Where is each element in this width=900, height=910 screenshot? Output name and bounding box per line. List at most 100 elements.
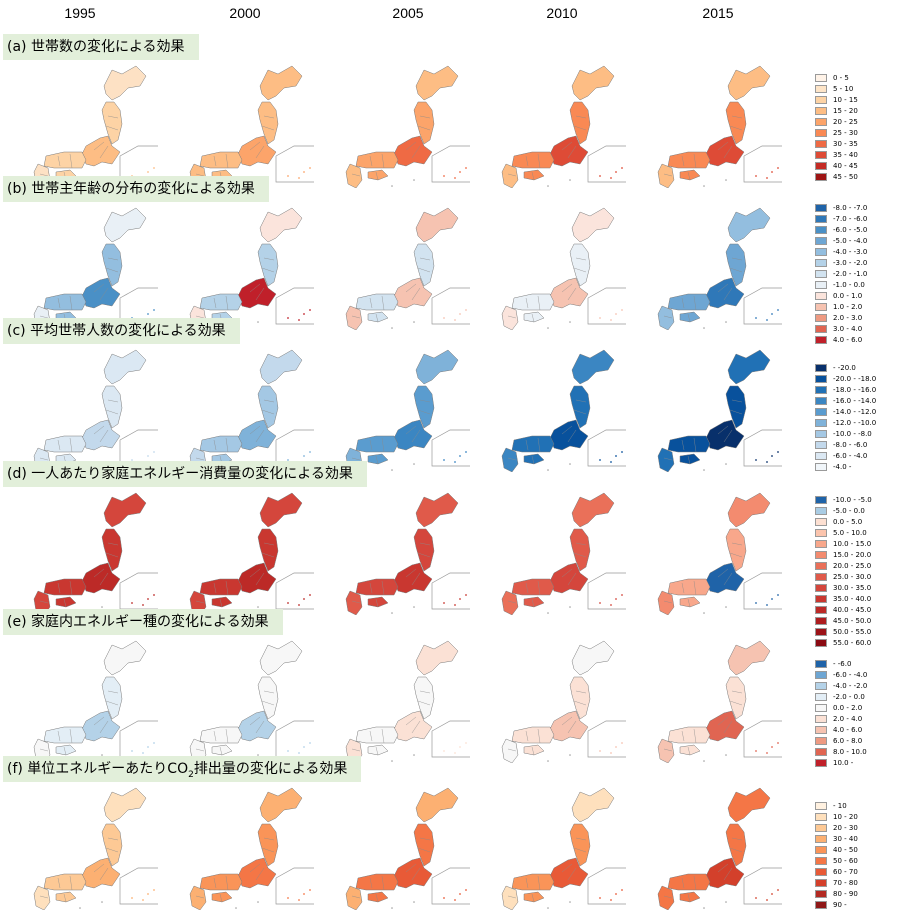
legend-item: -4.0 - [815,461,876,472]
japan-map-a-2015 [657,65,782,188]
kansai-chugoku-region [199,578,243,596]
prefecture-border [405,283,417,293]
legend-label: - 10 [833,801,847,810]
legend-label: 35 - 40 [833,150,858,159]
legend-label: 40 - 50 [833,845,858,854]
legend-label: 8.0 - 10.0 [833,747,867,756]
inset-island [303,893,305,895]
map-row-a [0,60,800,188]
legend-label: -6.0 - -5.0 [833,225,868,234]
inset-island [610,604,612,606]
kansai-chugoku-region [43,873,87,891]
kansai-chugoku-region [43,151,87,169]
legend-swatch [815,495,827,504]
legend-label: 10.0 - 15.0 [833,539,872,548]
inset-frame [431,731,470,758]
shikoku-region [523,744,545,756]
tohoku-region [413,528,435,572]
prefecture-border [723,145,733,159]
prefecture-border [417,847,431,853]
japan-map-d-2015 [657,492,782,615]
inset-island [147,455,149,457]
prefecture-border [39,600,49,604]
small-island [569,606,571,608]
hokkaido-region [727,492,771,528]
hokkaido-region [415,640,459,676]
inset-island [287,602,289,604]
prefecture-border [411,867,421,881]
prefecture-border [225,728,229,744]
prefecture-border [405,425,417,435]
japan-map-a-2005 [345,65,470,188]
prefecture-border [687,171,691,181]
inset-island [459,746,461,748]
prefecture-border [693,580,697,596]
legend-swatch [815,335,827,344]
year-header-2015: 2015 [702,5,734,21]
small-island [569,754,571,756]
prefecture-border [531,598,535,608]
small-island [235,907,237,909]
inset-island [766,752,768,754]
prefecture-border [717,568,729,578]
prefecture-border [729,847,743,853]
japan-map-a-2010 [501,65,626,188]
legend-item: -5.0 - 0.0 [815,505,872,516]
inset-island [621,742,623,744]
inset-island [142,752,144,754]
inset-island [465,889,467,891]
legend-item: -7.0 - -6.0 [815,213,867,224]
inset-frame-top [275,720,314,732]
legend-label: 50 - 60 [833,856,858,865]
kyushu-region [501,738,519,763]
prefecture-border [729,552,743,558]
legend-swatch [815,203,827,212]
inset-island [153,309,155,311]
small-island [725,901,727,903]
inset-frame [431,440,470,467]
prefecture-border [99,145,109,159]
legend-swatch [815,236,827,245]
legend-item: -4.0 - -3.0 [815,246,867,257]
prefecture-border [351,315,361,319]
hokkaido-region [259,640,303,676]
prefecture-border [575,690,587,694]
inset-island [454,177,456,179]
panel-title-e: (e) 家庭内エネルギー種の変化による効果 [3,609,283,635]
inset-island [309,889,311,891]
japan-map-c-2005 [345,349,470,472]
legend-label: 2.0 - 3.0 [833,313,863,322]
inset-island [287,897,289,899]
prefecture-border [195,315,205,319]
prefecture-border [419,399,431,403]
inset-frame [275,583,314,610]
prefecture-border [213,582,217,594]
inset-island [465,309,467,311]
kyushu-region [501,163,519,188]
prefecture-border [213,730,217,742]
small-island [569,321,571,323]
legend-item: 60 - 70 [815,866,858,877]
japan-map-b-2010 [501,207,626,330]
legend-swatch [815,429,827,438]
prefecture-border [369,582,373,594]
prefecture-border [537,728,541,744]
prefecture-border [567,572,577,586]
legend-label: 30.0 - 35.0 [833,583,872,592]
prefecture-border [381,153,385,169]
tohoku-region [101,528,123,572]
prefecture-border [69,295,73,311]
shikoku-region [523,596,545,608]
prefecture-border [263,115,275,119]
inset-frame [743,156,782,183]
prefecture-border [561,716,573,726]
prefecture-border [537,153,541,169]
prefecture-border [723,429,733,443]
inset-island [459,598,461,600]
prefecture-border [69,580,73,596]
prefecture-border [39,748,49,752]
inset-frame-top [119,572,158,584]
legend-label: 0.0 - 5.0 [833,517,863,526]
kyushu-region [657,738,675,763]
inset-frame [587,583,626,610]
